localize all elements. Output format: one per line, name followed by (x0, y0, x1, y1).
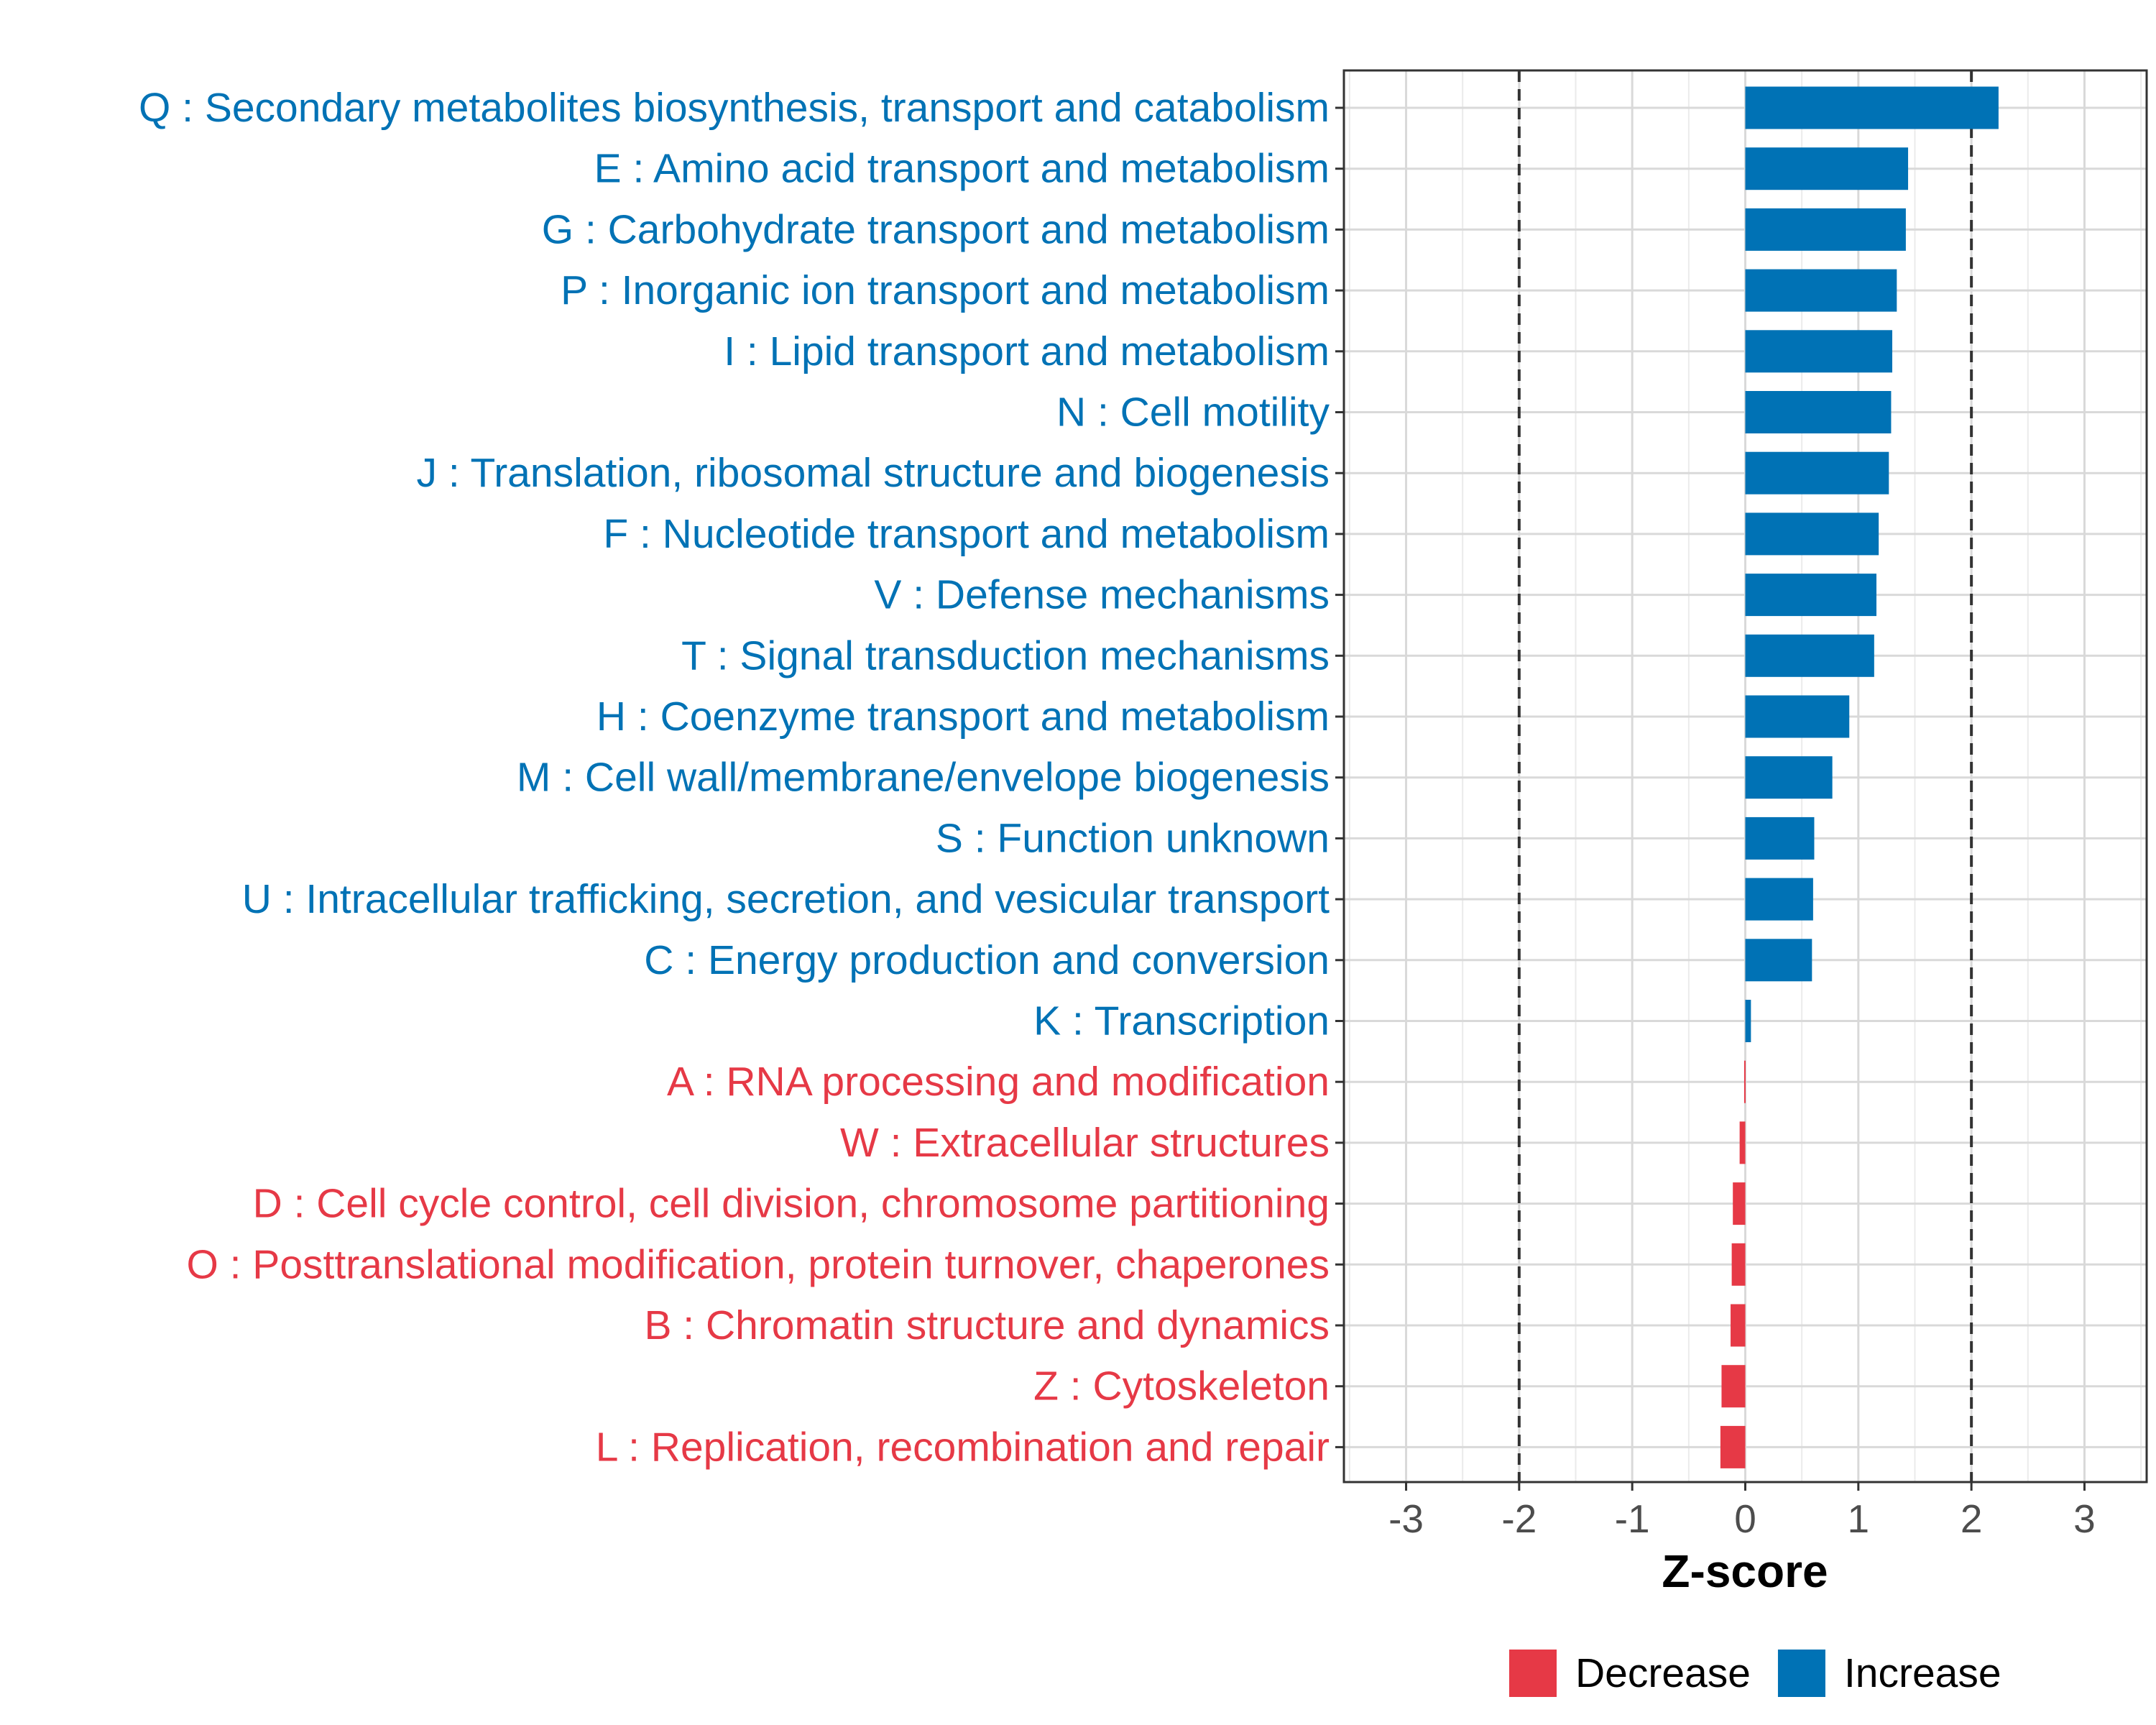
bar-decrease (1731, 1304, 1746, 1347)
x-tick-label: 1 (1848, 1496, 1870, 1541)
bar-increase (1745, 330, 1893, 373)
category-label: T : Signal transduction mechanisms (681, 632, 1330, 678)
category-label: M : Cell wall/membrane/envelope biogenes… (517, 755, 1330, 801)
category-label: E : Amino acid transport and metabolism (594, 146, 1330, 192)
legend-swatch-decrease (1509, 1650, 1557, 1697)
legend-label-decrease: Decrease (1575, 1650, 1751, 1696)
category-label: A : RNA processing and modification (667, 1059, 1330, 1105)
category-label: C : Energy production and conversion (644, 937, 1330, 983)
category-label: S : Function unknown (936, 815, 1330, 861)
bar-increase (1745, 878, 1813, 921)
category-label: O : Posttranslational modification, prot… (186, 1241, 1330, 1287)
category-label: U : Intracellular trafficking, secretion… (242, 876, 1330, 922)
x-axis-title: Z-score (1662, 1545, 1828, 1597)
category-label: Q : Secondary metabolites biosynthesis, … (139, 85, 1330, 131)
bar-decrease (1721, 1365, 1746, 1408)
x-tick-label: -2 (1501, 1496, 1537, 1541)
bars (1720, 86, 1999, 1468)
bar-increase (1745, 756, 1833, 799)
bar-increase (1745, 695, 1850, 738)
bar-decrease (1743, 1060, 1746, 1103)
bar-increase (1745, 816, 1815, 860)
category-label: W : Extracellular structures (840, 1120, 1330, 1166)
category-label: L : Replication, recombination and repai… (596, 1424, 1330, 1470)
category-label: V : Defense mechanisms (874, 572, 1330, 618)
category-label: P : Inorganic ion transport and metaboli… (561, 267, 1330, 313)
bar-decrease (1720, 1425, 1746, 1468)
bar-increase (1745, 451, 1889, 494)
legend-label-increase: Increase (1844, 1650, 2001, 1696)
x-axis-ticks: -3 -2 -1 0 1 2 3 (1388, 1482, 2096, 1541)
legend: Decrease Increase (1509, 1650, 2001, 1697)
x-tick-label: 3 (2073, 1496, 2096, 1541)
bar-increase (1745, 634, 1874, 677)
category-label: J : Translation, ribosomal structure and… (417, 450, 1330, 496)
x-tick-label: -1 (1615, 1496, 1650, 1541)
x-tick-label: -3 (1388, 1496, 1424, 1541)
category-label: H : Coenzyme transport and metabolism (596, 694, 1330, 740)
bar-decrease (1739, 1121, 1746, 1164)
bar-decrease (1731, 1243, 1746, 1286)
bar-increase (1745, 391, 1892, 433)
y-axis-ticks: Q : Secondary metabolites biosynthesis, … (139, 85, 1344, 1470)
bar-increase (1745, 86, 1999, 129)
reference-lines (1517, 70, 1973, 1482)
bar-increase (1745, 208, 1906, 251)
category-label: F : Nucleotide transport and metabolism (603, 511, 1330, 557)
legend-swatch-increase (1777, 1650, 1825, 1697)
bar-increase (1745, 512, 1879, 556)
bar-increase (1745, 939, 1812, 982)
category-label: I : Lipid transport and metabolism (724, 328, 1330, 374)
category-label: K : Transcription (1033, 998, 1330, 1044)
x-tick-label: 0 (1734, 1496, 1756, 1541)
bar-increase (1745, 1000, 1751, 1042)
bar-decrease (1733, 1182, 1746, 1225)
category-label: N : Cell motility (1056, 390, 1330, 436)
bar-increase (1745, 269, 1897, 312)
bar-increase (1745, 574, 1876, 617)
category-label: Z : Cytoskeleton (1033, 1363, 1330, 1409)
x-tick-label: 2 (1961, 1496, 1983, 1541)
category-label: B : Chromatin structure and dynamics (644, 1302, 1330, 1348)
category-label: D : Cell cycle control, cell division, c… (253, 1181, 1330, 1227)
category-label: G : Carbohydrate transport and metabolis… (542, 206, 1330, 252)
bar-increase (1745, 147, 1909, 190)
